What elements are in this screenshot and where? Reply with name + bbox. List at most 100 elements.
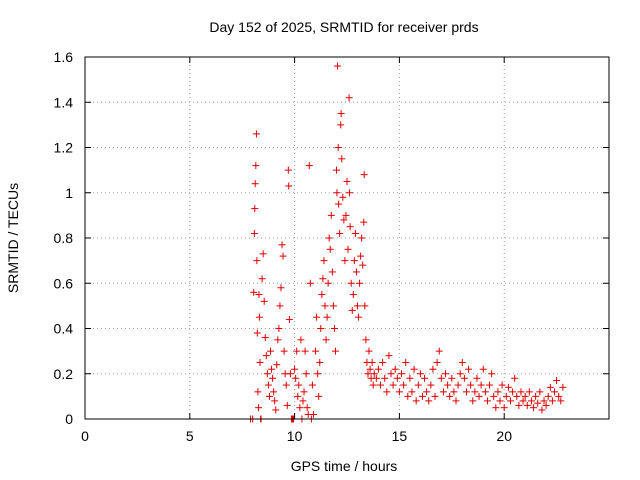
y-tick-label-3: 0.6: [54, 275, 74, 291]
data-point-0-35: [277, 284, 285, 292]
data-point-0-115: [357, 252, 365, 260]
data-point-0-137: [387, 370, 395, 378]
data-point-0-193: [504, 383, 512, 391]
data-point-0-116: [358, 234, 366, 242]
data-point-0-11: [255, 404, 263, 412]
data-point-0-61: [303, 404, 311, 412]
data-point-0-154: [423, 388, 431, 396]
x-axis-label: GPS time / hours: [291, 458, 398, 474]
data-point-0-79: [323, 313, 331, 321]
data-point-0-73: [317, 325, 325, 332]
data-point-0-206: [532, 392, 540, 400]
data-point-0-157: [429, 365, 437, 373]
data-point-0-92: [335, 200, 343, 208]
data-point-0-96: [338, 155, 346, 163]
data-point-0-170: [456, 370, 464, 378]
data-point-0-20: [261, 334, 269, 342]
data-point-0-91: [334, 144, 342, 151]
data-point-0-104: [346, 189, 354, 197]
data-point-0-149: [412, 397, 420, 405]
data-point-0-87: [331, 347, 339, 355]
data-point-0-150: [414, 381, 422, 389]
x-tick-label-1: 5: [186, 428, 194, 444]
data-point-0-145: [404, 392, 412, 400]
data-point-0-159: [433, 358, 441, 366]
data-point-0-204: [527, 397, 535, 405]
data-point-0-151: [416, 370, 424, 378]
data-point-0-25: [266, 347, 274, 355]
data-point-0-9: [253, 329, 261, 337]
data-point-0-188: [494, 388, 502, 396]
data-point-0-192: [502, 392, 510, 400]
data-point-0-174: [465, 365, 473, 373]
data-point-0-101: [343, 177, 351, 185]
data-point-0-68: [312, 347, 320, 355]
data-point-0-51: [293, 347, 301, 355]
data-point-0-72: [316, 358, 324, 366]
data-point-0-177: [471, 388, 479, 396]
data-point-0-202: [523, 401, 531, 409]
data-point-0-53: [295, 381, 303, 389]
data-point-0-124: [365, 347, 373, 355]
data-point-0-148: [410, 365, 418, 373]
y-tick-label-5: 1: [65, 185, 73, 201]
data-point-0-186: [490, 392, 498, 400]
grid-layer: [85, 57, 609, 419]
data-point-0-43: [285, 182, 293, 190]
data-point-0-218: [557, 397, 565, 405]
data-point-0-123: [364, 370, 372, 378]
data-point-0-161: [437, 374, 445, 382]
data-point-0-37: [279, 252, 287, 260]
data-point-0-176: [469, 397, 477, 405]
data-point-0-195: [509, 388, 517, 396]
data-point-0-32: [274, 336, 282, 344]
data-point-0-22: [263, 370, 271, 378]
data-point-0-152: [418, 392, 426, 400]
data-point-0-98: [340, 216, 348, 224]
data-point-0-114: [356, 279, 364, 287]
data-point-0-82: [326, 245, 334, 253]
data-point-0-30: [272, 406, 280, 414]
y-tick-label-1: 0.2: [54, 366, 74, 382]
data-point-0-139: [391, 365, 399, 373]
data-point-0-21: [262, 352, 270, 360]
data-point-0-31: [273, 361, 281, 369]
data-point-0-34: [276, 302, 284, 310]
data-point-0-160: [435, 347, 443, 355]
data-point-0-153: [421, 374, 429, 382]
data-point-0-216: [553, 377, 561, 385]
data-point-0-200: [519, 397, 527, 405]
data-point-0-60: [302, 370, 310, 378]
data-point-0-113: [355, 313, 363, 321]
data-point-0-141: [395, 388, 403, 396]
data-point-0-97: [339, 193, 347, 201]
data-point-0-187: [492, 404, 500, 412]
data-point-0-203: [525, 388, 533, 396]
data-point-0-166: [448, 374, 456, 382]
data-point-0-172: [460, 374, 468, 382]
data-point-0-133: [379, 358, 387, 366]
y-axis-label: SRMTID / TECUs: [5, 183, 21, 293]
data-point-0-24: [265, 392, 273, 400]
data-point-0-67: [309, 410, 317, 418]
data-point-0-182: [481, 388, 489, 396]
data-point-0-156: [427, 381, 435, 389]
data-point-0-208: [536, 388, 544, 396]
data-point-0-112: [353, 302, 361, 310]
data-point-0-178: [473, 374, 481, 382]
data-point-0-119: [360, 171, 368, 179]
data-point-0-111: [352, 268, 360, 276]
data-point-0-33: [275, 325, 283, 332]
data-point-0-134: [381, 374, 389, 382]
data-point-0-155: [425, 397, 433, 405]
data-point-0-135: [383, 388, 391, 396]
data-point-0-95: [337, 110, 345, 118]
data-point-0-175: [467, 381, 475, 389]
y-tick-label-2: 0.4: [54, 321, 74, 337]
data-point-0-5: [251, 180, 259, 188]
data-point-0-38: [280, 347, 288, 355]
data-point-0-13: [255, 313, 263, 321]
data-point-0-180: [477, 381, 485, 389]
data-point-0-164: [444, 381, 452, 389]
